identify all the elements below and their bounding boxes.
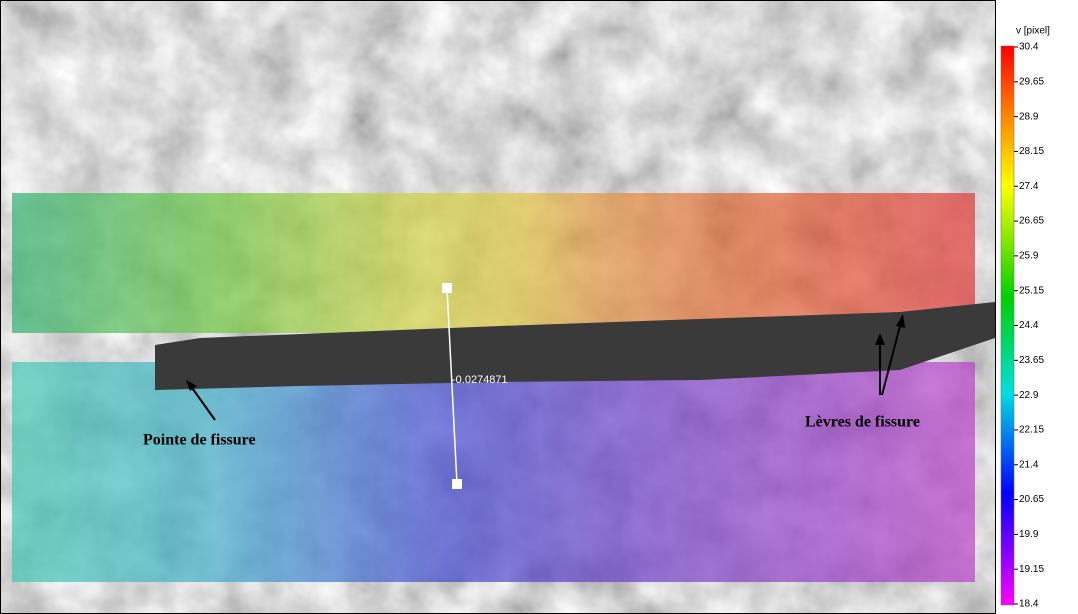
colorbar-tick-label: 25.15 (1019, 285, 1044, 296)
colorbar-tick-label: 23.65 (1019, 355, 1044, 366)
colorbar-tick-label: 29.65 (1019, 76, 1044, 87)
colorbar-tick-label: 24.4 (1019, 320, 1039, 331)
colorbar-tick-label: 25.9 (1019, 251, 1039, 262)
field-lower (12, 362, 975, 582)
colorbar-tick-label: 18.4 (1019, 599, 1039, 610)
measure-value: -0.0274871 (452, 374, 508, 386)
colorbar (1000, 45, 1015, 606)
measure-line (446, 287, 458, 485)
annotation: Pointe de fissure (143, 432, 256, 449)
colorbar-tick-label: 22.9 (1019, 390, 1039, 401)
colorbar-tick-label: 19.9 (1019, 529, 1039, 540)
measure-handle[interactable] (442, 283, 452, 293)
colorbar-tick-label: 19.15 (1019, 564, 1044, 575)
colorbar-tick-label: 30.4 (1019, 42, 1039, 53)
arrow (881, 321, 902, 396)
colorbar-tick-label: 22.15 (1019, 425, 1044, 436)
colorbar-title: v [pixel] (1016, 26, 1050, 37)
arrow-head (875, 333, 885, 345)
arrow (189, 384, 216, 421)
arrow-head (186, 380, 197, 391)
measure-handle[interactable] (452, 479, 462, 489)
colorbar-tick-label: 26.65 (1019, 216, 1044, 227)
field-upper (12, 193, 975, 333)
colorbar-tick-label: 28.9 (1019, 111, 1039, 122)
colorbar-tick-label: 20.65 (1019, 494, 1044, 505)
arrow-head (896, 314, 905, 328)
colorbar-tick-label: 27.4 (1019, 181, 1039, 192)
annotation: Lèvres de fissure (805, 414, 920, 431)
colorbar-tick-label: 21.4 (1019, 459, 1039, 470)
colorbar-tick-label: 28.15 (1019, 146, 1044, 157)
crack (155, 302, 995, 390)
